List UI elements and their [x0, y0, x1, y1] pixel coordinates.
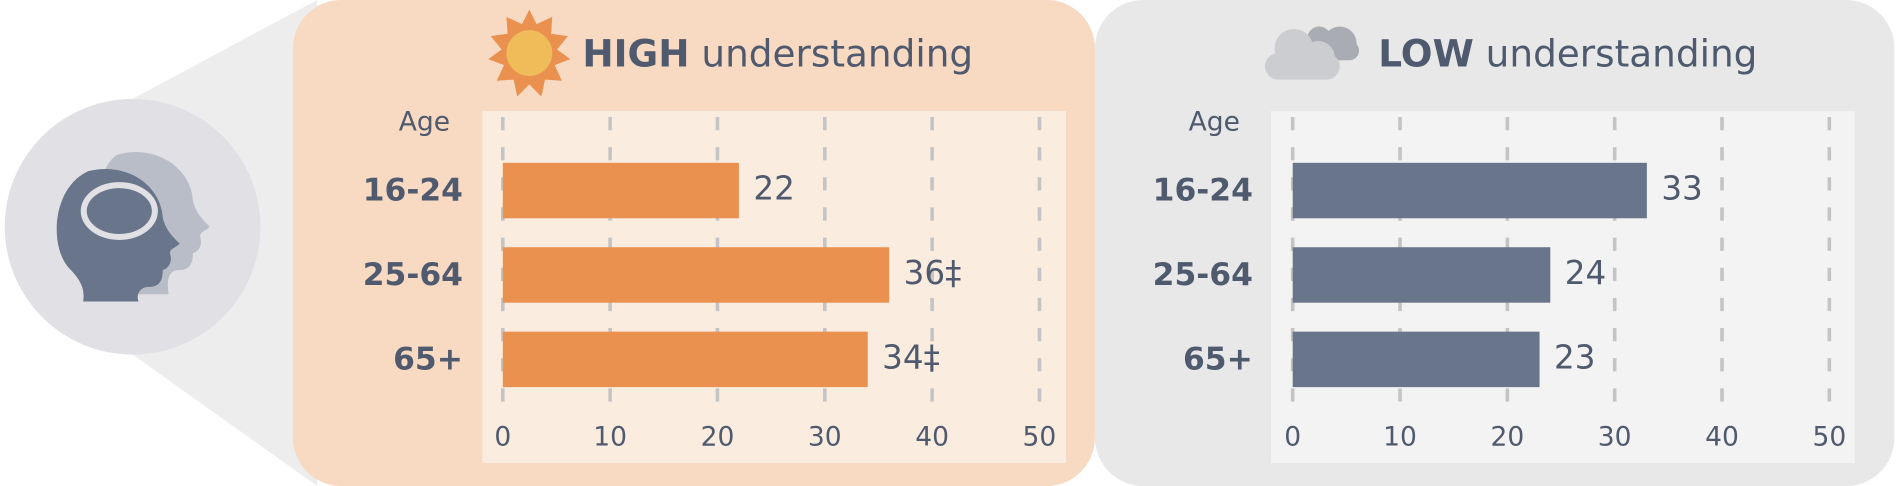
category-label: 25-64	[363, 257, 463, 293]
value-label: 24	[1565, 254, 1606, 292]
category-label: 16-24	[1153, 173, 1253, 209]
value-label: 23	[1554, 338, 1595, 376]
x-tick-label: 0	[1284, 421, 1301, 452]
bar	[1292, 331, 1540, 388]
title-bold: LOW	[1378, 31, 1473, 75]
x-tick-label: 50	[1023, 421, 1057, 452]
y-axis-label: Age	[1189, 107, 1240, 138]
bar	[502, 162, 739, 219]
value-label: 22	[753, 170, 794, 208]
x-tick-label: 30	[1598, 421, 1632, 452]
cloud-icon	[1264, 26, 1360, 80]
x-tick-label: 0	[494, 421, 511, 452]
title-text: understanding	[701, 31, 973, 75]
x-tick-label: 10	[593, 421, 627, 452]
category-label: 25-64	[1153, 257, 1253, 293]
bar	[502, 331, 868, 388]
category-label: 65+	[393, 342, 463, 378]
title-bold: HIGH	[582, 31, 689, 75]
bar	[1292, 162, 1647, 219]
sun-icon	[488, 9, 571, 97]
title-text: understanding	[1486, 31, 1758, 75]
category-label: 65+	[1183, 342, 1253, 378]
value-label: 36‡	[904, 254, 962, 292]
x-tick-label: 20	[701, 421, 735, 452]
value-label: 33	[1661, 170, 1702, 208]
category-label: 16-24	[363, 173, 463, 209]
bar	[502, 247, 890, 303]
y-axis-label: Age	[399, 107, 450, 138]
x-tick-label: 10	[1383, 421, 1417, 452]
chart-title: LOW understanding	[1378, 31, 1757, 75]
x-tick-label: 20	[1490, 421, 1524, 452]
head-icon	[56, 152, 210, 302]
bar	[1292, 247, 1551, 303]
x-tick-label: 40	[915, 421, 949, 452]
value-label: 34‡	[882, 338, 940, 376]
chart-title: HIGH understanding	[582, 31, 973, 75]
x-tick-label: 50	[1812, 421, 1846, 452]
x-tick-label: 40	[1705, 421, 1739, 452]
x-tick-label: 30	[808, 421, 842, 452]
